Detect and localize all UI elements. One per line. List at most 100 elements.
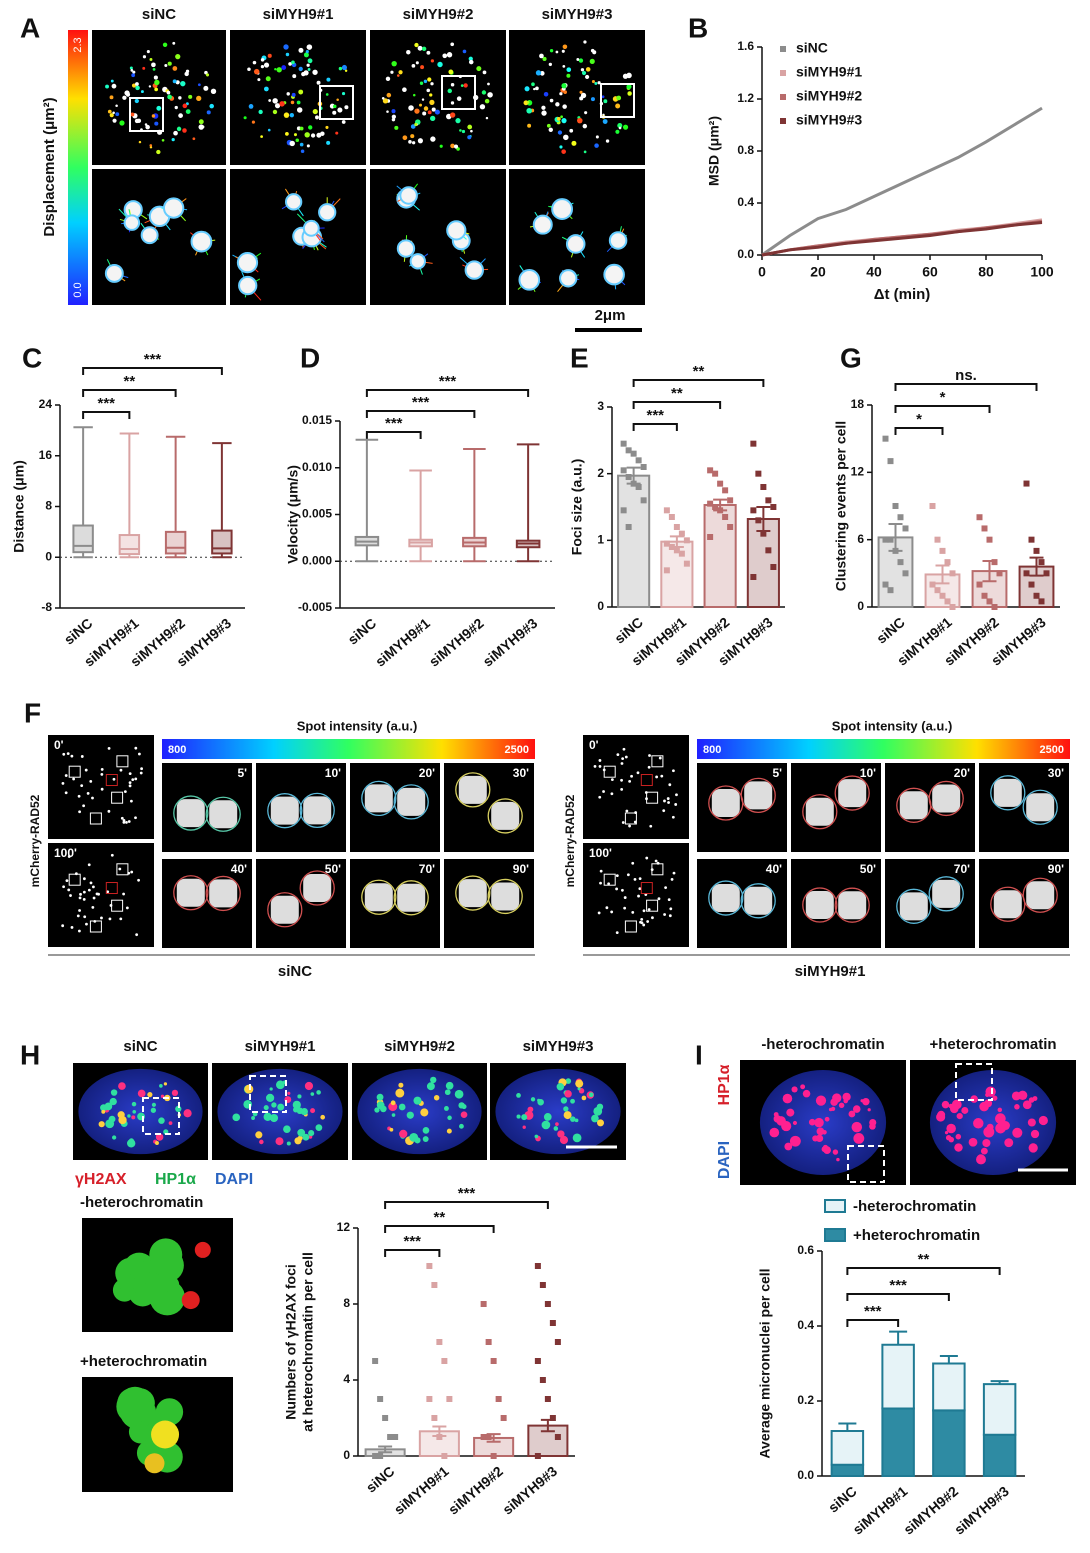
focus <box>283 112 290 118</box>
roi-box <box>624 812 637 825</box>
focus <box>526 101 530 104</box>
stain-label: HP1α <box>716 1064 733 1105</box>
focus <box>932 784 961 813</box>
y-tick-label: 0.0 <box>797 1468 814 1482</box>
focus <box>530 1097 536 1102</box>
focus <box>298 47 304 53</box>
focus <box>556 116 561 121</box>
legend-label: siMYH9#1 <box>796 64 862 80</box>
focus <box>590 48 595 53</box>
focus <box>210 88 217 95</box>
significance-bracket <box>82 367 223 375</box>
focus <box>236 252 259 274</box>
focus <box>332 110 337 115</box>
focus <box>325 125 329 129</box>
roi-box <box>847 1145 885 1183</box>
data-point <box>760 530 767 537</box>
focus <box>184 71 189 77</box>
focus <box>961 1106 969 1114</box>
focus <box>149 57 153 61</box>
data-point <box>929 503 936 509</box>
focus <box>82 890 86 894</box>
legend-label: siMYH9#3 <box>796 112 862 128</box>
focus <box>146 50 150 54</box>
focus <box>802 1089 811 1098</box>
colorbar-title: Spot intensity (a.u.) <box>297 718 418 733</box>
data-point <box>765 547 772 554</box>
data-point <box>635 457 642 464</box>
focus <box>130 69 134 72</box>
focus <box>560 115 563 119</box>
focus <box>838 1102 845 1109</box>
focus <box>151 1102 156 1107</box>
focus <box>622 73 629 79</box>
data-point <box>554 1339 561 1345</box>
panel-letter: D <box>300 342 320 373</box>
data-point <box>770 504 777 510</box>
focus <box>112 111 115 114</box>
data-point <box>554 1434 561 1440</box>
data-point <box>549 1415 556 1421</box>
focus <box>326 140 331 145</box>
focus <box>603 99 608 104</box>
focus <box>310 1108 316 1114</box>
focus <box>61 924 65 928</box>
data-point <box>620 507 627 514</box>
focus <box>192 137 196 141</box>
focus <box>337 107 343 113</box>
focus <box>853 1132 865 1144</box>
roi-box <box>105 774 118 787</box>
focus <box>84 768 88 772</box>
focus <box>570 1098 575 1104</box>
significance-label: *** <box>412 394 430 411</box>
focus <box>258 109 263 115</box>
focus <box>153 75 158 80</box>
focus <box>955 1133 962 1140</box>
colorbar-max: 2500 <box>505 744 529 756</box>
focus <box>621 888 624 892</box>
data-point <box>544 1396 551 1402</box>
significance-bracket <box>384 1225 495 1233</box>
focus <box>638 887 642 891</box>
focus <box>132 70 136 74</box>
focus <box>263 1112 272 1121</box>
focus <box>565 234 586 254</box>
colorbar-max: 2500 <box>1040 744 1064 756</box>
focus <box>128 784 132 788</box>
focus <box>411 63 416 68</box>
focus <box>78 909 81 912</box>
focus <box>296 1107 304 1115</box>
focus <box>628 779 632 783</box>
focus <box>744 781 773 810</box>
column-header: -heterochromatin <box>761 1036 884 1053</box>
focus <box>312 69 318 75</box>
focus <box>582 123 588 129</box>
focus <box>605 906 609 910</box>
colorbar-min: 0.0 <box>72 282 84 297</box>
focus <box>174 105 178 110</box>
focus <box>251 1116 256 1120</box>
focus <box>134 746 138 750</box>
y-tick-label: 8 <box>343 1296 350 1310</box>
focus <box>274 67 277 71</box>
focus <box>668 914 672 918</box>
data-point <box>1043 570 1050 577</box>
focus <box>711 788 740 817</box>
focus <box>430 136 436 142</box>
focus <box>72 777 76 781</box>
x-tick-label: 100 <box>1030 264 1054 280</box>
stain-label: γH2AX <box>75 1171 127 1188</box>
focus <box>376 1101 385 1110</box>
focus <box>154 121 159 126</box>
focus <box>426 88 431 93</box>
focus <box>402 135 408 141</box>
focus <box>253 68 260 75</box>
focus <box>396 74 400 77</box>
data-point <box>976 581 983 588</box>
ring <box>1022 877 1058 913</box>
focus <box>824 1116 830 1122</box>
focus <box>156 149 161 155</box>
focus <box>671 815 675 819</box>
box <box>72 524 94 554</box>
ring <box>990 775 1026 811</box>
